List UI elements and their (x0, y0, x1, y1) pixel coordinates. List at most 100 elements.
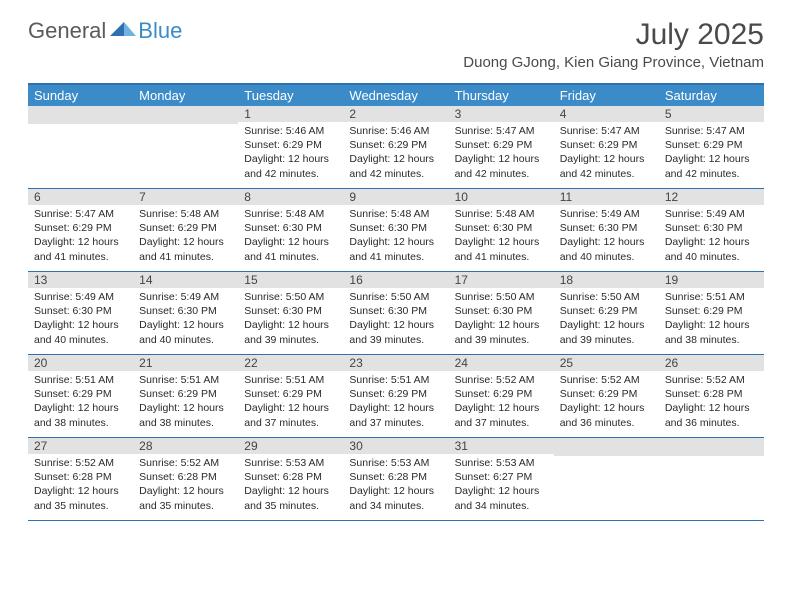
sunrise-line: Sunrise: 5:52 AM (455, 373, 548, 387)
day-body: Sunrise: 5:47 AMSunset: 6:29 PMDaylight:… (659, 122, 764, 185)
day-number: 27 (28, 438, 133, 454)
day-header-cell: Wednesday (343, 85, 448, 106)
day-number: 21 (133, 355, 238, 371)
day-cell: 18Sunrise: 5:50 AMSunset: 6:29 PMDayligh… (554, 272, 659, 354)
sunset-line: Sunset: 6:28 PM (665, 387, 758, 401)
sunrise-line: Sunrise: 5:51 AM (34, 373, 127, 387)
day-header-row: SundayMondayTuesdayWednesdayThursdayFrid… (28, 85, 764, 106)
day-body: Sunrise: 5:53 AMSunset: 6:28 PMDaylight:… (343, 454, 448, 517)
sunrise-line: Sunrise: 5:51 AM (244, 373, 337, 387)
day-cell: 24Sunrise: 5:52 AMSunset: 6:29 PMDayligh… (449, 355, 554, 437)
day-cell: 31Sunrise: 5:53 AMSunset: 6:27 PMDayligh… (449, 438, 554, 520)
logo-text-blue: Blue (138, 18, 182, 44)
day-cell: 16Sunrise: 5:50 AMSunset: 6:30 PMDayligh… (343, 272, 448, 354)
sunrise-line: Sunrise: 5:49 AM (560, 207, 653, 221)
sunrise-line: Sunrise: 5:48 AM (349, 207, 442, 221)
sunrise-line: Sunrise: 5:47 AM (665, 124, 758, 138)
day-cell: 21Sunrise: 5:51 AMSunset: 6:29 PMDayligh… (133, 355, 238, 437)
day-cell: 7Sunrise: 5:48 AMSunset: 6:29 PMDaylight… (133, 189, 238, 271)
day-number (28, 106, 133, 124)
day-cell: 15Sunrise: 5:50 AMSunset: 6:30 PMDayligh… (238, 272, 343, 354)
daylight-line: Daylight: 12 hours and 37 minutes. (455, 401, 548, 429)
day-number: 28 (133, 438, 238, 454)
title-block: July 2025 Duong GJong, Kien Giang Provin… (463, 18, 764, 71)
day-header-cell: Saturday (659, 85, 764, 106)
sunset-line: Sunset: 6:28 PM (349, 470, 442, 484)
day-cell: 12Sunrise: 5:49 AMSunset: 6:30 PMDayligh… (659, 189, 764, 271)
sunrise-line: Sunrise: 5:50 AM (349, 290, 442, 304)
sunrise-line: Sunrise: 5:51 AM (139, 373, 232, 387)
day-cell-empty (28, 106, 133, 188)
logo-text-general: General (28, 18, 106, 44)
day-cell-empty (659, 438, 764, 520)
sunrise-line: Sunrise: 5:48 AM (139, 207, 232, 221)
sunset-line: Sunset: 6:30 PM (455, 221, 548, 235)
day-cell: 13Sunrise: 5:49 AMSunset: 6:30 PMDayligh… (28, 272, 133, 354)
day-number (659, 438, 764, 456)
day-header-cell: Tuesday (238, 85, 343, 106)
sunrise-line: Sunrise: 5:52 AM (665, 373, 758, 387)
day-number: 26 (659, 355, 764, 371)
sunset-line: Sunset: 6:30 PM (34, 304, 127, 318)
week-row: 20Sunrise: 5:51 AMSunset: 6:29 PMDayligh… (28, 355, 764, 438)
page-header: General Blue July 2025 Duong GJong, Kien… (0, 0, 792, 75)
daylight-line: Daylight: 12 hours and 41 minutes. (139, 235, 232, 263)
sunset-line: Sunset: 6:30 PM (349, 221, 442, 235)
sunset-line: Sunset: 6:30 PM (665, 221, 758, 235)
daylight-line: Daylight: 12 hours and 34 minutes. (455, 484, 548, 512)
sunset-line: Sunset: 6:29 PM (560, 138, 653, 152)
day-cell: 6Sunrise: 5:47 AMSunset: 6:29 PMDaylight… (28, 189, 133, 271)
day-body: Sunrise: 5:53 AMSunset: 6:28 PMDaylight:… (238, 454, 343, 517)
daylight-line: Daylight: 12 hours and 34 minutes. (349, 484, 442, 512)
day-number: 13 (28, 272, 133, 288)
day-body: Sunrise: 5:50 AMSunset: 6:30 PMDaylight:… (238, 288, 343, 351)
sunset-line: Sunset: 6:29 PM (244, 387, 337, 401)
day-body: Sunrise: 5:51 AMSunset: 6:29 PMDaylight:… (133, 371, 238, 434)
daylight-line: Daylight: 12 hours and 38 minutes. (665, 318, 758, 346)
day-number: 23 (343, 355, 448, 371)
sunset-line: Sunset: 6:30 PM (560, 221, 653, 235)
sunset-line: Sunset: 6:29 PM (455, 387, 548, 401)
day-header-cell: Thursday (449, 85, 554, 106)
day-cell: 4Sunrise: 5:47 AMSunset: 6:29 PMDaylight… (554, 106, 659, 188)
daylight-line: Daylight: 12 hours and 39 minutes. (560, 318, 653, 346)
sunset-line: Sunset: 6:30 PM (244, 304, 337, 318)
sunset-line: Sunset: 6:29 PM (34, 221, 127, 235)
sunrise-line: Sunrise: 5:52 AM (560, 373, 653, 387)
daylight-line: Daylight: 12 hours and 42 minutes. (455, 152, 548, 180)
sunset-line: Sunset: 6:29 PM (665, 138, 758, 152)
sunset-line: Sunset: 6:27 PM (455, 470, 548, 484)
daylight-line: Daylight: 12 hours and 42 minutes. (349, 152, 442, 180)
day-body: Sunrise: 5:51 AMSunset: 6:29 PMDaylight:… (28, 371, 133, 434)
sunrise-line: Sunrise: 5:46 AM (244, 124, 337, 138)
day-number: 11 (554, 189, 659, 205)
day-cell: 5Sunrise: 5:47 AMSunset: 6:29 PMDaylight… (659, 106, 764, 188)
month-title: July 2025 (463, 18, 764, 52)
day-cell: 17Sunrise: 5:50 AMSunset: 6:30 PMDayligh… (449, 272, 554, 354)
daylight-line: Daylight: 12 hours and 37 minutes. (244, 401, 337, 429)
sunset-line: Sunset: 6:29 PM (455, 138, 548, 152)
day-header-cell: Friday (554, 85, 659, 106)
daylight-line: Daylight: 12 hours and 42 minutes. (665, 152, 758, 180)
day-body: Sunrise: 5:49 AMSunset: 6:30 PMDaylight:… (133, 288, 238, 351)
day-body: Sunrise: 5:47 AMSunset: 6:29 PMDaylight:… (28, 205, 133, 268)
daylight-line: Daylight: 12 hours and 37 minutes. (349, 401, 442, 429)
sunrise-line: Sunrise: 5:53 AM (455, 456, 548, 470)
day-body: Sunrise: 5:47 AMSunset: 6:29 PMDaylight:… (554, 122, 659, 185)
day-number: 7 (133, 189, 238, 205)
daylight-line: Daylight: 12 hours and 35 minutes. (244, 484, 337, 512)
week-row: 27Sunrise: 5:52 AMSunset: 6:28 PMDayligh… (28, 438, 764, 521)
day-cell: 25Sunrise: 5:52 AMSunset: 6:29 PMDayligh… (554, 355, 659, 437)
day-body: Sunrise: 5:52 AMSunset: 6:28 PMDaylight:… (133, 454, 238, 517)
sunrise-line: Sunrise: 5:50 AM (560, 290, 653, 304)
day-number (133, 106, 238, 124)
day-number: 8 (238, 189, 343, 205)
day-body: Sunrise: 5:49 AMSunset: 6:30 PMDaylight:… (28, 288, 133, 351)
daylight-line: Daylight: 12 hours and 39 minutes. (349, 318, 442, 346)
day-number: 16 (343, 272, 448, 288)
sunrise-line: Sunrise: 5:51 AM (665, 290, 758, 304)
day-body: Sunrise: 5:48 AMSunset: 6:30 PMDaylight:… (238, 205, 343, 268)
sunset-line: Sunset: 6:29 PM (560, 387, 653, 401)
week-row: 6Sunrise: 5:47 AMSunset: 6:29 PMDaylight… (28, 189, 764, 272)
location-subtitle: Duong GJong, Kien Giang Province, Vietna… (463, 54, 764, 71)
